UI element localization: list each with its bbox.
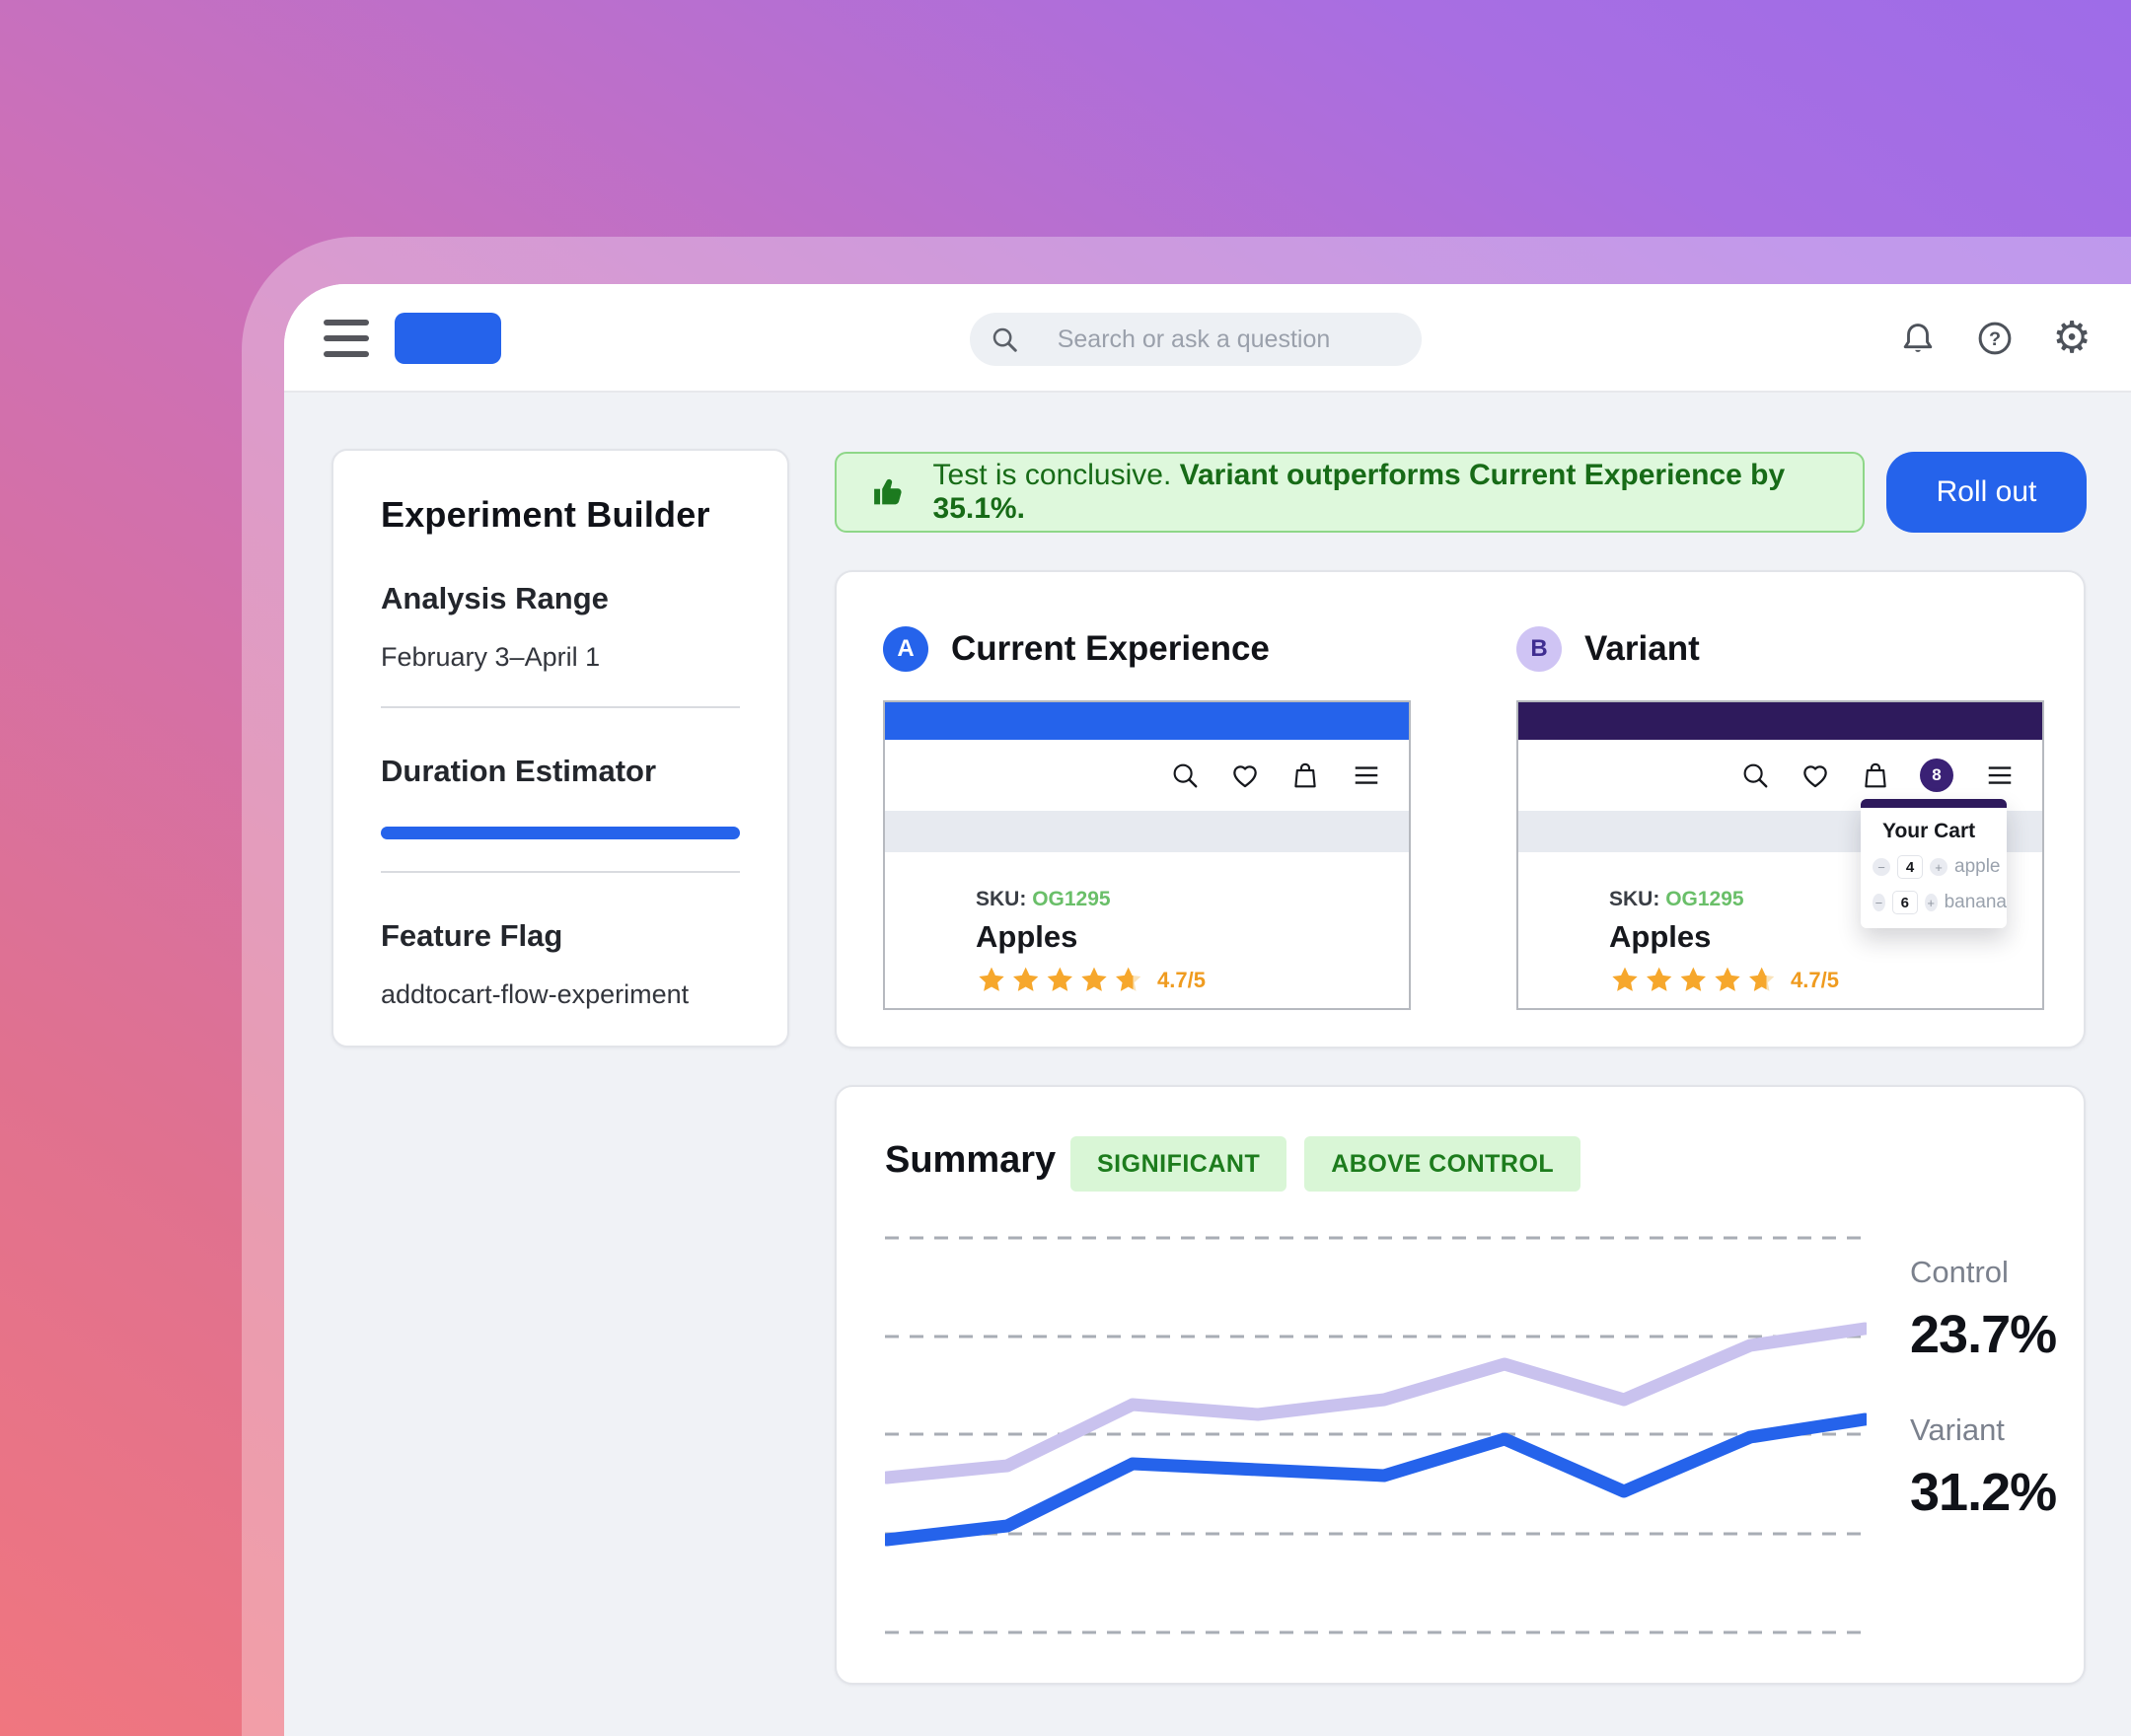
product-rating: 4.7/5 — [976, 965, 1409, 996]
cart-item-name: banana — [1944, 892, 2007, 912]
star-rating-icons — [979, 967, 1141, 991]
cart-dropdown-header-bar — [1861, 799, 2007, 808]
main-content: Experiment Builder Analysis Range Februa… — [284, 393, 2131, 1736]
variant-kpi-value: 31.2% — [1910, 1463, 2057, 1522]
search-icon — [1743, 763, 1768, 788]
experiment-builder-panel: Experiment Builder Analysis Range Februa… — [331, 449, 789, 1048]
preview-b-product: SKU: OG1295 Apples — [1518, 852, 2042, 1008]
analysis-range-heading: Analysis Range — [381, 581, 609, 615]
quantity-value: 6 — [1891, 891, 1918, 914]
quantity-plus-button: + — [1924, 894, 1938, 911]
series-control-line — [880, 1322, 1872, 1484]
rating-value: 4.7/5 — [1791, 968, 1839, 992]
feature-flag-value: addtocart-flow-experiment — [381, 979, 690, 1009]
variant-title: Variant — [1584, 629, 1700, 668]
summary-badges: SIGNIFICANT ABOVE CONTROL — [1070, 1136, 1581, 1192]
quantity-value: 4 — [1897, 855, 1923, 879]
preview-current-experience: SKU: OG1295 Apples — [883, 700, 1411, 1010]
preview-a-header-bar — [885, 702, 1409, 740]
settings-gear-icon[interactable]: ⚙ — [2052, 313, 2092, 363]
experience-comparison-card: A Current Experience B Variant — [835, 570, 2086, 1049]
summary-card: Summary SIGNIFICANT ABOVE CONTROL Contro… — [835, 1085, 2086, 1685]
topbar-actions: ? ⚙ — [1898, 284, 2092, 393]
variant-header: B Variant — [1516, 626, 1700, 672]
svg-text:?: ? — [1989, 328, 2001, 350]
shopping-bag-icon — [1294, 762, 1316, 788]
variant-kpi-label: Variant — [1910, 1412, 2005, 1447]
preview-b-header-bar — [1518, 702, 2042, 740]
control-kpi-label: Control — [1910, 1255, 2009, 1289]
wishlist-heart-icon — [1233, 765, 1257, 788]
result-banner-row: Test is conclusive. Variant outperforms … — [835, 452, 2087, 533]
product-name: Apples — [1609, 919, 1712, 954]
current-experience-title: Current Experience — [951, 629, 1270, 668]
app-window: ? ⚙ Experiment Builder Analysis Range Fe… — [284, 284, 2131, 1736]
menu-icon — [1988, 766, 2012, 784]
quantity-minus-button: − — [1873, 858, 1890, 876]
preview-a-icon-row — [885, 740, 1409, 811]
help-icon[interactable]: ? — [1975, 319, 2015, 358]
series-variant-line — [880, 1412, 1872, 1547]
product-rating: 4.7/5 — [1609, 965, 2042, 996]
cart-title: Your Cart — [1882, 820, 1976, 842]
cart-item-name: apple — [1954, 856, 2001, 877]
search-input[interactable] — [1019, 325, 1402, 354]
divider — [381, 871, 740, 873]
above-control-badge: ABOVE CONTROL — [1304, 1136, 1581, 1192]
preview-variant: 8 SKU: OG1295 Apples — [1516, 700, 2044, 1010]
summary-chart-wrap — [880, 1230, 1872, 1649]
cart-item-row: − 4 + apple — [1873, 855, 2007, 879]
rating-value: 4.7/5 — [1157, 968, 1206, 992]
sku-label: SKU: — [976, 888, 1027, 910]
cart-count-badge: 8 — [1920, 759, 1953, 792]
global-search — [970, 313, 1422, 366]
product-price: $4.99 — [1609, 1006, 2042, 1008]
search-icon — [1173, 763, 1198, 788]
sku-value: OG1295 — [1032, 888, 1111, 910]
sku-value: OG1295 — [1665, 888, 1744, 910]
sku-label: SKU: — [1609, 888, 1660, 910]
banner-text: Test is conclusive. Variant outperforms … — [932, 459, 1786, 525]
menu-icon — [1355, 766, 1378, 784]
product-price: $4.99 — [976, 1006, 1409, 1008]
duration-estimator-heading: Duration Estimator — [381, 754, 657, 788]
quantity-minus-button: − — [1873, 894, 1885, 911]
top-navigation-bar: ? ⚙ — [284, 284, 2131, 393]
summary-chart — [880, 1236, 1872, 1634]
chart-kpis: Control 23.7% Variant 31.2% — [1910, 1255, 2057, 1570]
product-name: Apples — [976, 919, 1078, 954]
preview-a-breadcrumb-band — [885, 811, 1409, 852]
conclusive-banner: Test is conclusive. Variant outperforms … — [835, 452, 1865, 533]
analysis-range-value: February 3–April 1 — [381, 642, 601, 672]
brand-logo[interactable] — [395, 313, 501, 364]
duration-progress-bar — [381, 827, 740, 839]
star-rating-icons — [1612, 967, 1775, 991]
preview-a-product: SKU: OG1295 Apples — [885, 852, 1409, 1008]
shopping-bag-icon — [1865, 762, 1886, 788]
current-experience-header: A Current Experience — [883, 626, 1270, 672]
cart-item-row: − 6 + banana — [1873, 891, 2007, 914]
roll-out-button[interactable]: Roll out — [1886, 452, 2087, 533]
preview-b-icon-row: 8 — [1518, 740, 2042, 811]
summary-title: Summary — [885, 1139, 1057, 1181]
significant-badge: SIGNIFICANT — [1070, 1136, 1287, 1192]
feature-flag-heading: Feature Flag — [381, 918, 563, 953]
thumbs-up-icon — [874, 478, 902, 505]
divider — [381, 706, 740, 708]
notifications-bell-icon[interactable] — [1898, 319, 1938, 358]
control-kpi-value: 23.7% — [1910, 1305, 2057, 1364]
menu-icon[interactable] — [324, 320, 369, 357]
quantity-plus-button: + — [1930, 858, 1947, 876]
wishlist-heart-icon — [1803, 765, 1827, 788]
cart-dropdown: Your Cart − 4 + apple − 6 + banana — [1861, 799, 2007, 928]
variant-b-badge: B — [1516, 626, 1562, 672]
search-icon — [992, 327, 1017, 352]
variant-a-badge: A — [883, 626, 928, 672]
panel-title: Experiment Builder — [381, 494, 710, 535]
